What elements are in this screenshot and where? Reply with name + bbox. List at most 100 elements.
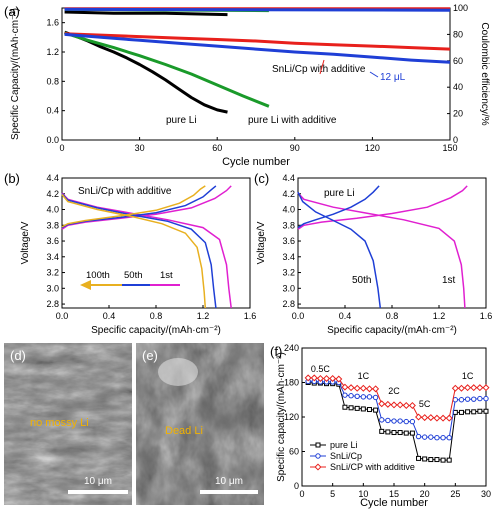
series-line <box>64 32 451 51</box>
y-tick-label: 3.0 <box>282 283 295 293</box>
x-tick-label: 1.2 <box>433 311 446 321</box>
legend-1st: 1st <box>160 270 173 281</box>
data-point <box>354 393 360 399</box>
series-line <box>64 31 270 108</box>
y-tick-label: 3.0 <box>46 283 59 293</box>
x-axis-label-a: Cycle number <box>222 156 290 168</box>
charge-curve <box>61 185 217 229</box>
data-point <box>422 456 428 462</box>
legend-marker <box>315 453 321 459</box>
data-point <box>372 385 380 393</box>
y-tick-label: 3.8 <box>46 220 59 230</box>
data-point <box>440 435 446 441</box>
axis-ticks-c: 0.0 0.4 0.8 1.2 1.6 2.8 3.0 3.2 3.4 3.6 3.8 4.0 4.2 4… <box>282 173 492 321</box>
y-tick-label: 4.2 <box>46 189 59 199</box>
y-right-tick-label: 20 <box>453 109 463 119</box>
annotation-arrow-blue <box>369 71 379 78</box>
data-point <box>379 428 385 434</box>
data-point <box>457 384 465 392</box>
data-point <box>353 384 361 392</box>
series-group-f <box>304 374 490 463</box>
legend-entry: pure Li <box>330 440 358 450</box>
x-axis-label-b: Specific capacity/(mAh·cm⁻²) <box>91 325 221 336</box>
y-axis-label-c: Voltage/V <box>256 221 267 264</box>
data-point <box>360 406 366 412</box>
y-tick-label: 4.4 <box>282 173 295 183</box>
y-axis-label-f: Specific capacity/(mAh·cm⁻²) <box>276 352 287 482</box>
scale-text-d: 10 μm <box>84 476 112 487</box>
data-point <box>458 409 464 415</box>
y-right-tick-label: 100 <box>453 3 468 13</box>
y-tick-label: 3.2 <box>282 268 295 278</box>
x-tick-label: 0.8 <box>386 311 399 321</box>
data-point <box>391 418 397 424</box>
legend-entry: SnLi/Cp <box>330 451 362 461</box>
x-tick-label: 0.8 <box>150 311 163 321</box>
legend-marker <box>315 442 321 448</box>
y-tick-label: 3.4 <box>46 252 59 262</box>
y-tick-label: 3.8 <box>282 220 295 230</box>
sem-image-d <box>4 343 132 505</box>
y-tick-label: 2.8 <box>46 299 59 309</box>
x-tick-label: 0 <box>299 489 304 499</box>
y-tick-label: 3.6 <box>46 236 59 246</box>
y-tick-label: 3.6 <box>282 236 295 246</box>
y-right-tick-label: 40 <box>453 82 463 92</box>
x-tick-label: 0 <box>59 143 64 153</box>
discharge-curve <box>61 193 217 309</box>
x-tick-label: 10 <box>358 489 368 499</box>
y-tick-label: 0.8 <box>46 76 59 86</box>
data-point <box>316 374 324 382</box>
data-point <box>458 397 465 403</box>
legend-entry: SnLi/CP with additive <box>330 462 415 472</box>
x-tick-label: 0.4 <box>103 311 116 321</box>
rate-label: 2C <box>388 386 400 396</box>
x-tick-label: 1.6 <box>480 311 493 321</box>
annotation-50th-c: 50th <box>352 275 371 286</box>
data-point <box>403 430 409 436</box>
y-axis-label-b: Voltage/V <box>20 221 31 264</box>
data-point <box>471 396 477 402</box>
x-tick-label: 1.6 <box>244 311 257 321</box>
panel-label-a: (a) <box>4 4 20 19</box>
data-point <box>348 405 354 411</box>
legend-50th: 50th <box>124 270 143 281</box>
y-right-tick-label: 60 <box>453 56 463 66</box>
data-point <box>323 374 331 382</box>
data-point <box>477 395 483 402</box>
x-axis-label-f: Cycle number <box>360 497 428 509</box>
data-point <box>342 404 348 410</box>
x-axis-label-c: Specific capacity/(mAh·cm⁻²) <box>327 325 457 336</box>
x-tick-label: 120 <box>365 143 380 153</box>
x-tick-label: 90 <box>290 143 300 153</box>
series-line <box>64 10 228 17</box>
data-point <box>476 384 484 392</box>
data-point <box>452 397 459 403</box>
x-tick-label: 1.2 <box>197 311 210 321</box>
annotation-pure-li-additive: pure Li with additive <box>248 115 337 126</box>
data-point <box>348 393 354 399</box>
y-tick-label: 3.2 <box>46 268 59 278</box>
data-point <box>415 433 422 440</box>
y-tick-label: 1.6 <box>46 18 59 28</box>
x-tick-label: 25 <box>450 489 460 499</box>
data-point <box>354 405 360 411</box>
image-label-e: Dead Li <box>165 425 203 437</box>
annotation-1st-c: 1st <box>442 275 456 286</box>
data-point <box>434 435 440 441</box>
panel-label-e: (e) <box>142 348 158 363</box>
y-tick-label: 2.8 <box>282 299 295 309</box>
data-point <box>341 383 349 391</box>
data-point <box>477 408 483 414</box>
data-point <box>396 401 404 409</box>
data-point <box>428 434 434 440</box>
annotation-12ul: 12 μL <box>380 72 406 83</box>
data-point <box>372 394 379 401</box>
x-tick-label: 15 <box>389 489 399 499</box>
data-point <box>483 408 489 414</box>
data-point <box>310 374 318 382</box>
data-point <box>379 417 385 423</box>
data-point <box>366 407 372 413</box>
rate-label: 1C <box>462 371 474 381</box>
data-point <box>439 414 447 422</box>
